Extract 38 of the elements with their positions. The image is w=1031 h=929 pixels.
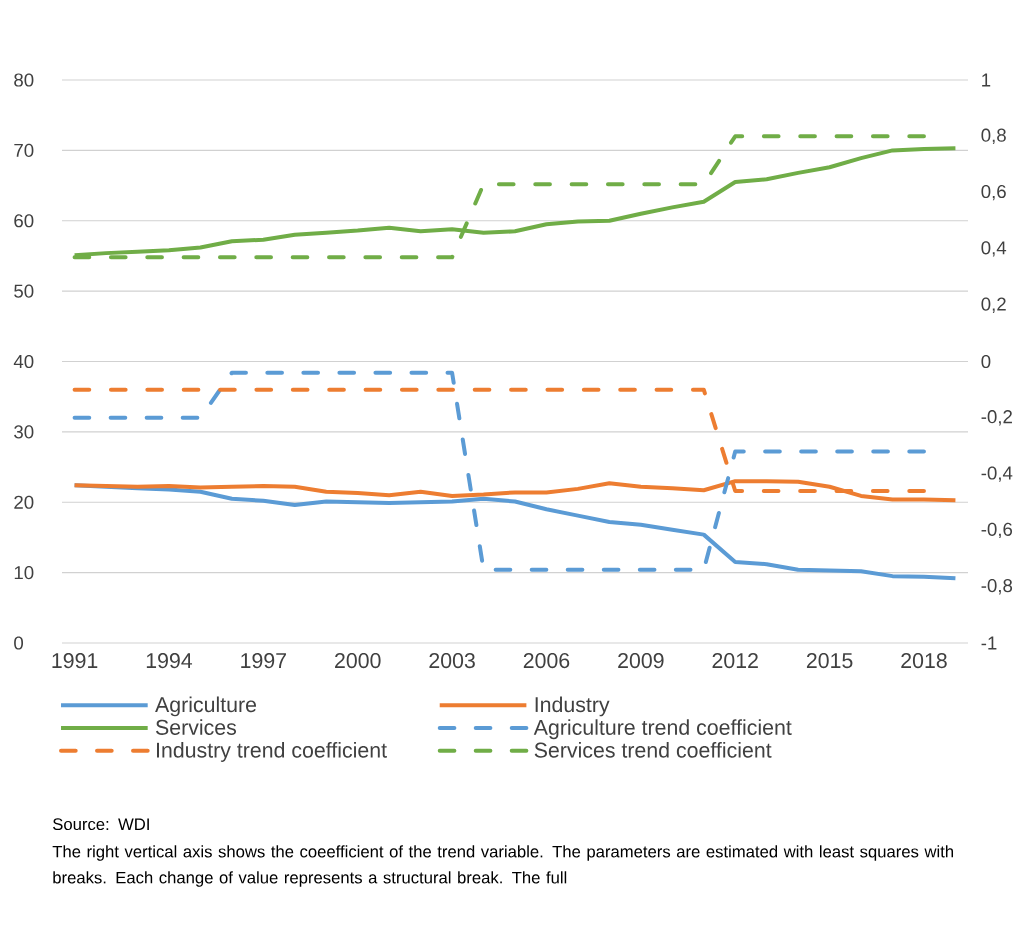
y-tick-label: 40 [13,354,34,369]
y-tick-label: 20 [14,495,34,509]
legend-label: Agriculture trend coefficient [533,719,792,740]
y-tick-label: 60 [14,214,34,228]
y-tick-label: 10 [14,566,34,580]
x-tick-label: 1991 [52,653,98,669]
x-tick-label: 2012 [712,653,758,669]
x-tick-label: 2018 [901,653,947,669]
y2-tick-label: 0,4 [981,241,1007,257]
y2-tick-label: -0,2 [981,410,1012,426]
y2-tick-label: 1 [982,73,991,87]
legend-label: Agriculture [155,696,257,717]
y2-tick-label: -0,8 [981,578,1013,595]
y2-tick-label: 0 [981,354,991,369]
y-tick-label: 70 [14,143,34,157]
source-note: Source: WDI [53,818,149,831]
x-tick-label: 1997 [241,653,286,669]
legend-label: Industry trend coefficient [156,742,387,762]
text: The right vertical axis shows the coeefficient of the trend variable. The parameters are estimated with least squares with breaks. Each change of value represents a structural break. The full [52,845,954,887]
legend-label: Industry [535,696,610,717]
y2-tick-label: -0,6 [981,522,1013,539]
legend-label: Services [155,719,237,735]
x-tick-label: 2003 [429,653,475,669]
x-tick-label: 1994 [146,653,193,669]
y-tick-label: 80 [14,73,34,87]
y2-tick-label: -1 [981,636,997,650]
y2-tick-label: 0,8 [981,128,1006,145]
x-tick-label: 2006 [523,653,570,669]
y2-tick-label: 0,6 [981,184,1006,201]
y-tick-label: 30 [14,425,34,439]
y-tick-label: 0 [14,636,24,650]
y-tick-label: 50 [14,284,34,298]
y2-tick-label: -0,4 [981,466,1013,482]
x-tick-label: 2015 [806,653,853,669]
legend-label: Services trend coefficient [534,742,772,758]
y2-tick-label: 0,2 [981,297,1006,313]
x-tick-label: 2000 [335,653,381,669]
x-tick-label: 2009 [618,653,664,669]
